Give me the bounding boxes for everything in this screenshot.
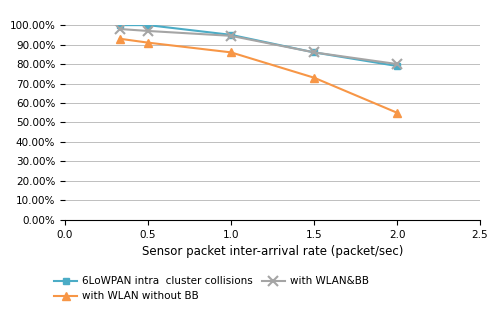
with WLAN&BB bbox=[145, 29, 151, 33]
Legend: 6LoWPAN intra  cluster collisions, with WLAN without BB, with WLAN&BB: 6LoWPAN intra cluster collisions, with W… bbox=[50, 272, 373, 306]
with WLAN&BB bbox=[117, 27, 123, 31]
6LoWPAN intra  cluster collisions bbox=[394, 64, 400, 68]
with WLAN&BB bbox=[228, 34, 234, 38]
Line: with WLAN&BB: with WLAN&BB bbox=[115, 24, 402, 69]
6LoWPAN intra  cluster collisions bbox=[228, 33, 234, 37]
with WLAN without BB bbox=[394, 111, 400, 115]
Line: with WLAN without BB: with WLAN without BB bbox=[116, 35, 401, 117]
X-axis label: Sensor packet inter-arrival rate (packet/sec): Sensor packet inter-arrival rate (packet… bbox=[142, 245, 403, 258]
6LoWPAN intra  cluster collisions bbox=[311, 51, 317, 54]
Line: 6LoWPAN intra  cluster collisions: 6LoWPAN intra cluster collisions bbox=[116, 22, 401, 69]
6LoWPAN intra  cluster collisions bbox=[145, 23, 151, 27]
with WLAN&BB bbox=[311, 51, 317, 54]
6LoWPAN intra  cluster collisions bbox=[117, 23, 123, 27]
Y-axis label: Packet success rate: Packet success rate bbox=[0, 64, 4, 181]
with WLAN without BB bbox=[228, 51, 234, 54]
with WLAN without BB bbox=[311, 76, 317, 79]
with WLAN&BB bbox=[394, 62, 400, 66]
with WLAN without BB bbox=[117, 37, 123, 41]
with WLAN without BB bbox=[145, 41, 151, 45]
